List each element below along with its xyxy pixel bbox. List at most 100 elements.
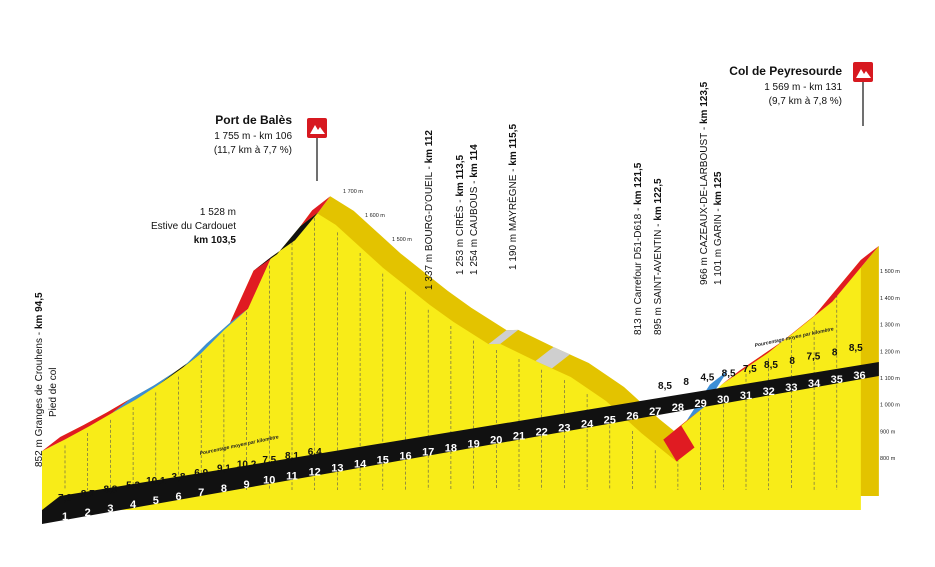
climb-average: (11,7 km à 7,7 %) — [214, 145, 292, 156]
gradient-label: 10,2 — [237, 459, 257, 470]
climb-name: Col de Peyresourde — [729, 64, 842, 78]
km-label: 8 — [221, 483, 227, 495]
altitude-scale-label: 1 200 m — [880, 349, 900, 355]
waypoint-label-km: km 112 — [424, 130, 435, 164]
waypoint-label-km: km 121,5 — [633, 162, 644, 205]
altitude-scale-label: 1 500 m — [880, 269, 900, 275]
altitude-scale-label: 900 m — [880, 429, 896, 435]
waypoint-label-text: 1 190 m MAYRÈGNE - — [506, 166, 519, 270]
km-label: 23 — [558, 422, 570, 434]
altitude-scale-label: 1 100 m — [880, 376, 900, 382]
climb-stats: 1 569 m - km 131 — [764, 82, 842, 93]
km-label: 1 — [62, 511, 68, 523]
waypoint-label: 1 254 m CAUBOUS - km 114 — [469, 144, 480, 275]
km-label: 36 — [853, 370, 865, 382]
km-label: 20 — [490, 434, 502, 446]
km-label: 34 — [808, 378, 821, 390]
start-point-sub: Pied de col — [48, 368, 59, 417]
km-label: 33 — [785, 382, 797, 394]
waypoint-label: 813 m Carrefour D51-D618 - km 121,5 — [633, 162, 644, 335]
km-label: 3 — [107, 503, 113, 515]
waypoint-label-text: 895 m SAINT-AVENTIN - — [653, 221, 664, 335]
km-label: 4 — [130, 499, 137, 511]
gradient-label: 5,3 — [126, 480, 140, 491]
gradient-label: 7,5 — [743, 364, 757, 375]
waypoint-label: 1 253 m CIRÈS - km 113,5 — [453, 154, 466, 275]
waypoint-label-text: 1 101 m GARIN - — [713, 206, 724, 285]
gradient-label: 6,4 — [308, 447, 322, 458]
km-label: 22 — [536, 426, 548, 438]
km-label: 18 — [445, 442, 457, 454]
altitude-marker: 1 700 m — [343, 189, 363, 195]
section-band — [535, 346, 570, 369]
waypoint-label-text: 1 254 m CAUBOUS - — [469, 178, 480, 275]
mountain-icon — [310, 125, 325, 134]
gradient-label: 8,5 — [722, 368, 736, 379]
altitude-scale-label: 800 m — [880, 456, 896, 462]
climb-name: Port de Balès — [215, 113, 292, 127]
gradient-label: 8 — [683, 377, 689, 388]
km-label: 29 — [694, 398, 706, 410]
gradient-label: 7,5 — [262, 455, 276, 466]
km-label: 31 — [740, 390, 752, 402]
waypoint-label-text: 1 337 m BOURG-D'OUEIL - — [424, 163, 435, 290]
km-label: 15 — [377, 455, 389, 467]
section-band — [721, 245, 879, 385]
estive-name: Estive du Cardouet — [151, 221, 236, 232]
km-label: 26 — [626, 410, 638, 422]
gradient-label: 8,8 — [103, 485, 117, 496]
altitude-scale-label: 1 300 m — [880, 323, 900, 329]
waypoint-label-text: 1 253 m CIRÈS - — [453, 197, 466, 275]
km-label: 7 — [198, 487, 204, 499]
km-label: 35 — [831, 374, 843, 386]
gradient-label: 8,1 — [285, 451, 299, 462]
waypoint-label: 1 337 m BOURG-D'OUEIL - km 112 — [424, 130, 435, 290]
estive-altitude: 1 528 m — [200, 207, 236, 218]
km-label: 25 — [604, 414, 616, 426]
km-label: 11 — [286, 471, 298, 483]
section-band — [663, 406, 705, 462]
gradient-label: 6,9 — [194, 468, 208, 479]
waypoint-label: 1 101 m GARIN - km 125 — [713, 171, 724, 285]
gradient-label: 8,5 — [764, 360, 778, 371]
km-label: 14 — [354, 459, 367, 471]
gradient-label: 4,5 — [700, 373, 714, 384]
altitude-scale-label: 1 400 m — [880, 296, 900, 302]
section-band — [253, 211, 319, 271]
gradient-label: 7,3 — [58, 493, 72, 504]
section-band — [183, 308, 248, 368]
gradient-label: 7,5 — [806, 352, 820, 363]
km-base — [42, 362, 879, 524]
summit-flag-icon — [853, 62, 873, 82]
gradient-label: 8,5 — [849, 343, 863, 354]
km-label: 27 — [649, 406, 661, 418]
km-label: 32 — [763, 386, 775, 398]
km-label: 19 — [467, 438, 479, 450]
altitude-marker: 1 600 m — [365, 213, 385, 219]
gradient-label: 3,8 — [172, 472, 186, 483]
waypoint-label-km: km 122,5 — [653, 178, 664, 221]
gradient-label: 8 — [789, 356, 795, 367]
km-label: 6 — [175, 491, 181, 503]
km-label: 28 — [672, 402, 684, 414]
summit-flag-icon — [307, 118, 327, 138]
gradient-label: 9,1 — [217, 464, 231, 475]
section-band — [42, 398, 131, 452]
km-label: 13 — [331, 463, 343, 475]
km-label: 9 — [244, 479, 250, 491]
gradient-label: 8 — [832, 347, 838, 358]
waypoint-label-km: km 113,5 — [455, 154, 466, 196]
climb-stats: 1 755 m - km 106 — [214, 131, 292, 142]
gradient-label: 8,7 — [81, 489, 95, 500]
estive-km: km 103,5 — [194, 235, 237, 246]
climb-average: (9,7 km à 7,8 %) — [769, 96, 842, 107]
waypoint-label: 1 190 m MAYRÈGNE - km 115,5 — [506, 124, 519, 270]
waypoint-label-km: km 114 — [469, 144, 480, 178]
km-label: 30 — [717, 394, 729, 406]
waypoint-label: 895 m SAINT-AVENTIN - km 122,5 — [653, 178, 664, 335]
start-point-label-km: km 94,5 — [34, 292, 45, 329]
profile-area — [42, 210, 861, 510]
gradient-label: 8,5 — [658, 381, 672, 392]
km-label: 2 — [85, 507, 91, 519]
